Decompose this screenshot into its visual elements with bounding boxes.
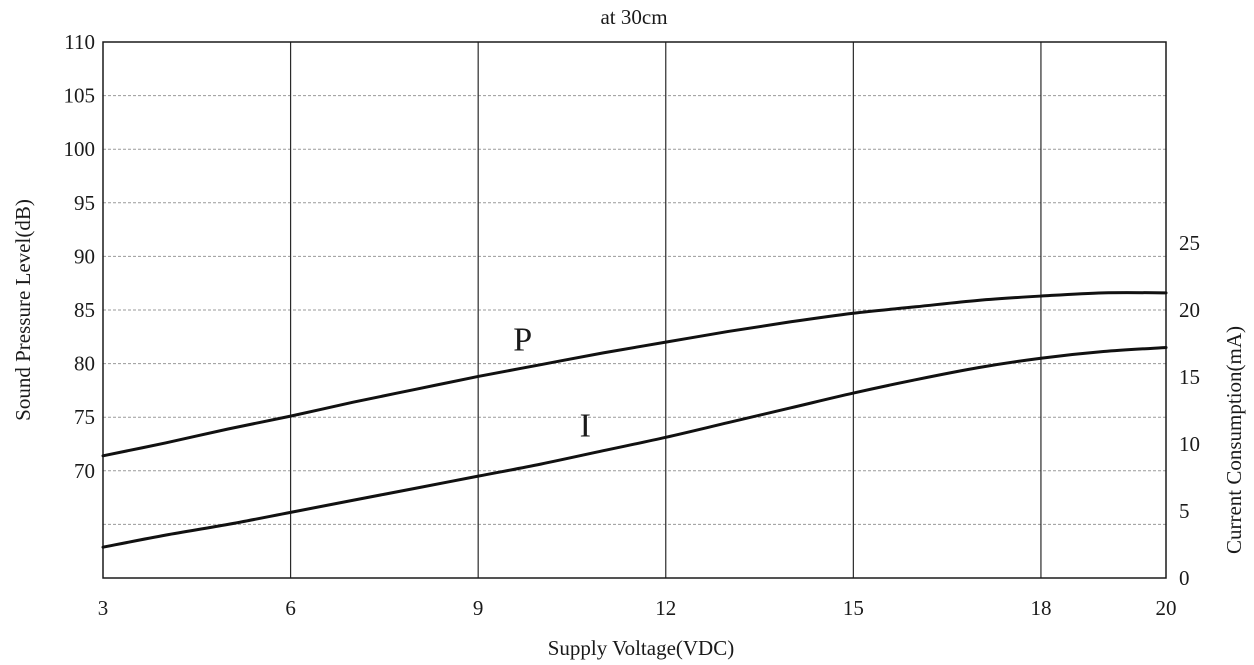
y-right-tick-label: 10	[1179, 432, 1200, 456]
y-left-tick-label: 95	[74, 191, 95, 215]
x-tick-label: 6	[285, 596, 296, 620]
y-left-tick-label: 105	[64, 84, 96, 108]
x-tick-label: 20	[1156, 596, 1177, 620]
series-label: P	[513, 322, 532, 359]
grid	[103, 42, 1166, 578]
series-line-p	[101, 291, 1168, 458]
x-tick-label: 18	[1030, 596, 1051, 620]
x-tick-label: 3	[98, 596, 109, 620]
x-axis-label: Supply Voltage(VDC)	[548, 636, 734, 660]
y-left-tick-label: 100	[64, 137, 96, 161]
y-left-tick-label: 85	[74, 298, 95, 322]
tick-labels: 3 6 9 12 15 18 20 70 75 80 85 90 95 100 105 110 0 5 10 15 20…	[64, 30, 1201, 620]
chart-title: at 30cm	[600, 5, 667, 29]
y-left-tick-label: 80	[74, 352, 95, 376]
x-tick-label: 9	[473, 596, 484, 620]
curves: PI	[101, 291, 1168, 549]
y-left-tick-label: 70	[74, 459, 95, 483]
y-left-tick-label: 75	[74, 405, 95, 429]
plot-frame	[102, 41, 1167, 579]
x-tick-label: 12	[655, 596, 676, 620]
y-right-tick-label: 0	[1179, 566, 1190, 590]
series-line-i	[101, 346, 1168, 549]
y-right-tick-label: 15	[1179, 365, 1200, 389]
y-right-tick-label: 20	[1179, 298, 1200, 322]
x-tick-label: 15	[843, 596, 864, 620]
series-label: I	[580, 408, 591, 445]
y-left-tick-label: 110	[64, 30, 95, 54]
y-left-tick-label: 90	[74, 244, 95, 268]
y-left-axis-label: Sound Pressure Level(dB)	[11, 199, 35, 421]
y-right-axis-label: Current Consumption(mA)	[1222, 326, 1246, 554]
y-right-tick-label: 25	[1179, 231, 1200, 255]
y-right-tick-label: 5	[1179, 499, 1190, 523]
